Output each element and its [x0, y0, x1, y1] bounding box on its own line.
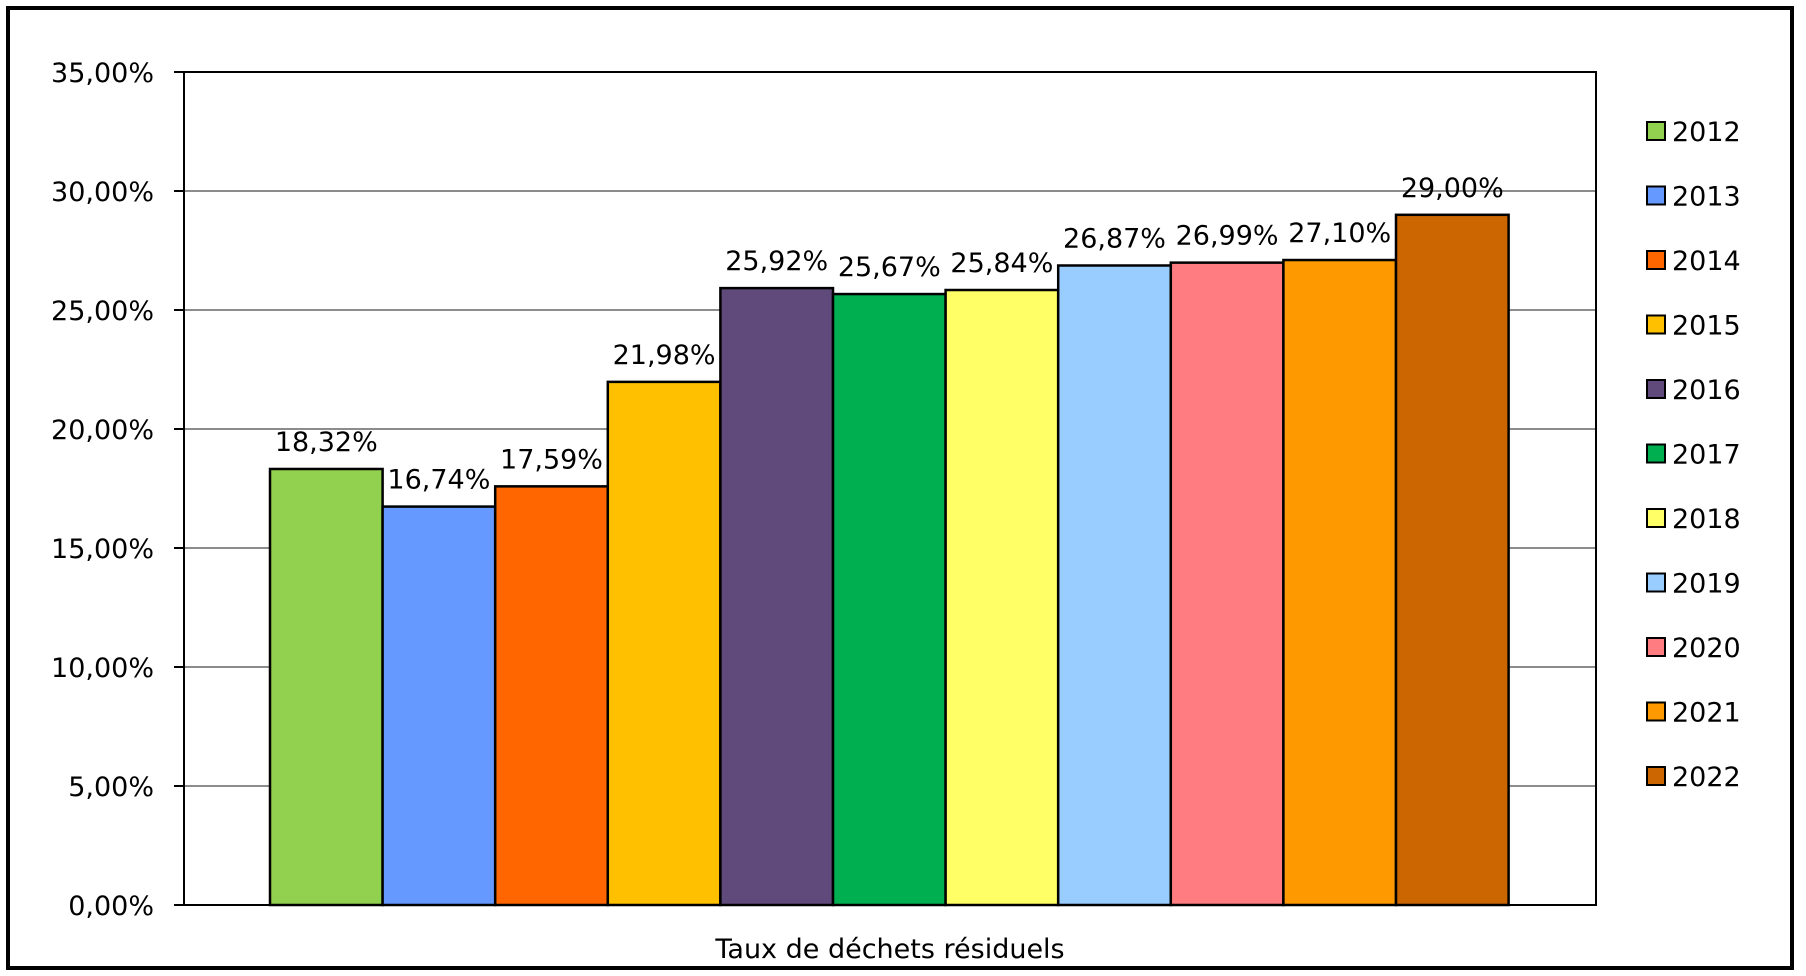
legend-label-2018: 2018 — [1672, 504, 1741, 535]
legend-label-2020: 2020 — [1672, 633, 1741, 664]
legend-label-2013: 2013 — [1672, 182, 1741, 213]
y-tick-label: 30,00% — [51, 177, 154, 208]
y-tick-label: 10,00% — [51, 653, 154, 684]
bar-2019 — [1056, 264, 1173, 907]
y-tick-label: 20,00% — [51, 415, 154, 446]
legend-label-2016: 2016 — [1672, 375, 1741, 406]
y-tick-label: 15,00% — [51, 534, 154, 565]
legend-label-2017: 2017 — [1672, 440, 1741, 471]
legend-swatch-2013 — [1646, 185, 1666, 206]
data-label-2018: 25,84% — [950, 248, 1053, 279]
data-label-2021: 27,10% — [1288, 218, 1391, 249]
data-label-2014: 17,59% — [500, 444, 603, 475]
bar-2020 — [1169, 261, 1285, 907]
legend-swatch-2015 — [1646, 314, 1666, 335]
axes: 0,00% 5,00% 10,00% 15,00% 20,00% 25,00% 30,00%… — [51, 58, 1597, 922]
legend-swatch-2019 — [1646, 572, 1666, 593]
data-label-2017: 25,67% — [838, 252, 941, 283]
legend: 2012 2013 2014 2015 2016 2017 2018 2019 2020 2021… — [1646, 117, 1741, 793]
legend-swatch-2021 — [1646, 701, 1666, 722]
legend-label-2014: 2014 — [1672, 246, 1741, 277]
legend-label-2019: 2019 — [1672, 569, 1741, 600]
legend-swatch-2018 — [1646, 508, 1666, 528]
y-tick-label: 35,00% — [51, 58, 154, 89]
y-tick-label: 5,00% — [68, 772, 154, 803]
bar-2013 — [381, 505, 497, 907]
legend-label-2021: 2021 — [1672, 698, 1741, 729]
legend-swatch-2014 — [1646, 250, 1666, 270]
data-label-2013: 16,74% — [387, 465, 490, 496]
y-tick-label: 25,00% — [51, 296, 154, 327]
legend-label-2022: 2022 — [1672, 762, 1741, 793]
legend-swatch-2022 — [1646, 766, 1666, 786]
y-tick-label: 0,00% — [68, 891, 154, 922]
data-labels: 18,32% 16,74% 17,59% 21,98% 25,92% 25,67% 25,8… — [275, 173, 1504, 496]
legend-label-2012: 2012 — [1672, 117, 1741, 148]
bar-2016 — [719, 286, 835, 907]
bar-2017 — [831, 292, 947, 907]
data-label-2020: 26,99% — [1176, 221, 1279, 252]
data-label-2022: 29,00% — [1401, 173, 1504, 204]
bar-2012 — [268, 467, 384, 907]
legend-label-2015: 2015 — [1672, 311, 1741, 342]
data-label-2015: 21,98% — [613, 340, 716, 371]
legend-swatch-2017 — [1646, 443, 1666, 464]
legend-swatch-2012 — [1646, 121, 1666, 141]
bar-2015 — [606, 380, 722, 907]
bars — [268, 213, 1510, 907]
x-axis-label: Taux de déchets résiduels — [714, 934, 1064, 965]
plot-area-border — [183, 71, 1597, 906]
bar-2014 — [493, 485, 610, 907]
legend-swatch-2020 — [1646, 637, 1666, 657]
bar-2022 — [1394, 213, 1510, 907]
data-label-2016: 25,92% — [725, 246, 828, 277]
bar-2018 — [944, 288, 1060, 907]
bar-2021 — [1282, 258, 1398, 907]
legend-swatch-2016 — [1646, 379, 1666, 399]
data-label-2012: 18,32% — [275, 427, 378, 458]
data-label-2019: 26,87% — [1063, 223, 1166, 254]
